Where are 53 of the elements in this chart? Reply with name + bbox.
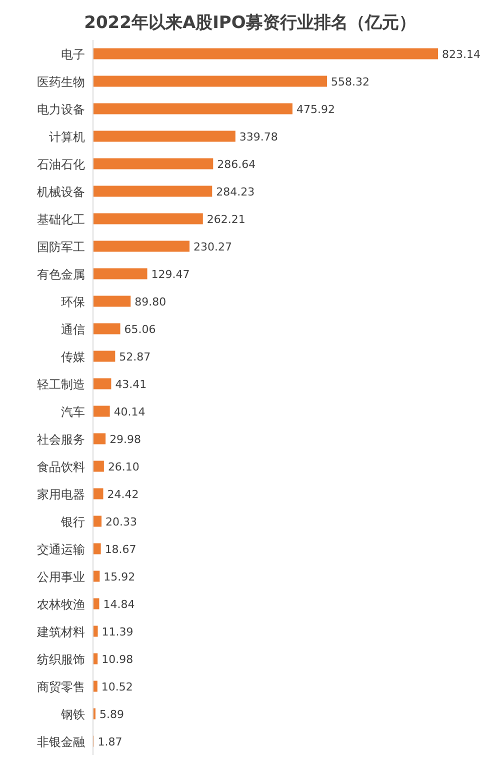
data-label: 15.92 [104, 570, 136, 584]
data-label: 24.42 [107, 488, 139, 501]
data-label: 1.87 [98, 735, 122, 748]
data-label: 65.06 [124, 322, 156, 336]
data-label: 18.67 [104, 542, 136, 556]
data-label: 286.64 [217, 158, 256, 171]
data-label: 40.14 [114, 405, 146, 418]
category-label: 机械设备 [37, 184, 85, 199]
category-label: 医药生物 [37, 74, 85, 89]
category-label: 农林牧渔 [37, 597, 85, 612]
category-label: 商贸零售 [37, 680, 85, 694]
category-label: 传媒 [61, 350, 85, 364]
category-label: 通信 [61, 322, 85, 336]
category-label: 社会服务 [37, 432, 85, 446]
category-label: 非银金融 [37, 734, 85, 749]
category-label: 交通运输 [37, 542, 85, 556]
data-label: 26.10 [108, 460, 140, 474]
category-label: 轻工制造 [37, 377, 85, 392]
data-label: 20.33 [106, 515, 138, 528]
category-label: 基础化工 [37, 212, 85, 226]
data-label: 29.98 [110, 432, 142, 446]
category-label: 石油石化 [37, 157, 85, 172]
data-label: 284.23 [216, 185, 255, 198]
category-label: 计算机 [49, 130, 85, 144]
data-label: 89.80 [134, 295, 166, 308]
data-label: 475.92 [296, 102, 335, 116]
category-label: 钢铁 [61, 707, 85, 722]
data-label: 558.32 [331, 75, 370, 88]
data-label: 262.21 [206, 212, 246, 226]
category-label: 汽车 [61, 404, 85, 419]
category-label: 纺织服饰 [37, 652, 85, 666]
category-label: 银行 [61, 514, 85, 529]
category-label: 家用电器 [37, 487, 85, 502]
title: 2022年以来A股IPO募资行业排名（亿元） [84, 13, 416, 33]
data-label: 339.78 [239, 130, 278, 144]
data-label: 11.39 [102, 625, 134, 638]
data-label: 10.52 [101, 680, 133, 694]
data-label: 10.98 [102, 652, 134, 666]
data-label: 43.41 [115, 378, 147, 391]
category-label: 国防军工 [37, 240, 85, 254]
data-label: 52.87 [119, 350, 151, 364]
category-label: 电子 [61, 47, 85, 62]
category-label: 环保 [61, 294, 85, 309]
data-label: 14.84 [103, 598, 135, 611]
category-label: 公用事业 [37, 570, 85, 584]
data-label: 129.47 [151, 268, 190, 281]
data-label: 823.14 [442, 48, 480, 61]
category-label: 食品饮料 [37, 460, 85, 474]
category-label: 电力设备 [37, 102, 85, 116]
data-label: 5.89 [99, 708, 124, 721]
data-label: 230.27 [194, 240, 232, 254]
category-label: 有色金属 [37, 267, 85, 282]
category-label: 建筑材料 [37, 624, 85, 639]
